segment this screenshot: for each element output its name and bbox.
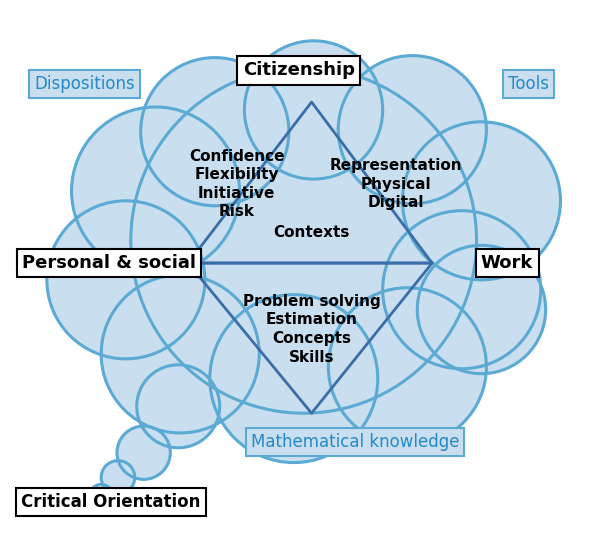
Circle shape	[417, 245, 545, 374]
Text: Tools: Tools	[508, 75, 550, 93]
Text: Representation
Physical
Digital: Representation Physical Digital	[329, 158, 462, 210]
Text: Mathematical knowledge: Mathematical knowledge	[251, 433, 459, 451]
Circle shape	[71, 107, 239, 275]
Circle shape	[244, 41, 383, 179]
Text: Confidence
Flexibility
Initiative
Risk: Confidence Flexibility Initiative Risk	[189, 148, 284, 219]
Circle shape	[131, 67, 476, 413]
Text: Problem solving
Estimation
Concepts
Skills: Problem solving Estimation Concepts Skil…	[242, 294, 380, 365]
Circle shape	[383, 211, 541, 369]
Text: Work: Work	[481, 254, 533, 272]
Text: Dispositions: Dispositions	[34, 75, 135, 93]
Text: Critical Orientation: Critical Orientation	[22, 493, 201, 511]
Circle shape	[140, 58, 289, 206]
Circle shape	[210, 295, 378, 462]
Circle shape	[47, 201, 205, 359]
Text: Contexts: Contexts	[274, 225, 350, 240]
Circle shape	[403, 122, 560, 280]
Circle shape	[338, 56, 487, 204]
Circle shape	[91, 484, 112, 506]
Circle shape	[101, 275, 259, 433]
Text: Citizenship: Citizenship	[243, 61, 355, 80]
Circle shape	[101, 461, 135, 494]
Circle shape	[328, 288, 487, 446]
Text: Personal & social: Personal & social	[22, 254, 196, 272]
Circle shape	[137, 365, 220, 448]
Circle shape	[117, 426, 170, 480]
